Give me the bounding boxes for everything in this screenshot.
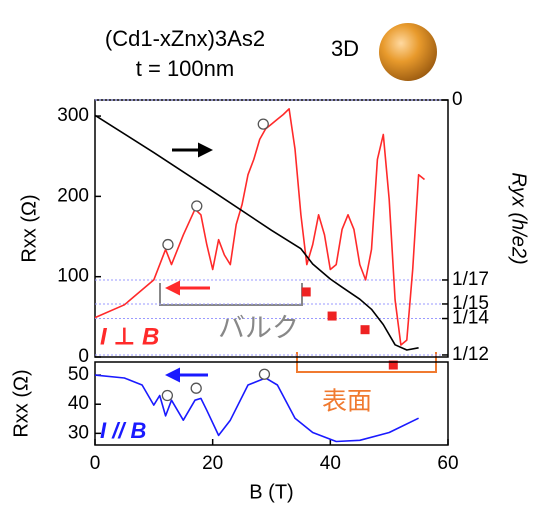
y-tick-label: 30: [68, 422, 89, 443]
y-axis-label: Rxx (Ω): [10, 369, 32, 437]
y2-tick-label: 1/12: [452, 344, 489, 365]
data-line: [94, 114, 419, 351]
y2-tick-label: 1/17: [452, 269, 489, 290]
title: (Cd1-xZnx)3As2: [105, 26, 265, 51]
marker-square: [301, 287, 311, 297]
bracket: [159, 283, 303, 306]
marker-circle: [162, 238, 174, 251]
y2-tick-label: 0: [452, 89, 463, 110]
annotation: I // B: [100, 418, 147, 443]
subtitle: t = 100nm: [136, 56, 234, 81]
x-tick-label: 40: [320, 453, 341, 474]
marker-square: [360, 325, 370, 335]
dimension-label: 3D: [331, 36, 359, 61]
data-line: [94, 374, 419, 443]
annotation: I ⊥ B: [100, 323, 159, 350]
x-tick-label: 0: [90, 453, 101, 474]
marker-circle: [191, 200, 203, 212]
y-axis-label: Rxx (Ω): [18, 194, 40, 262]
annotation: 表面: [322, 388, 372, 416]
x-axis-label: B (T): [249, 481, 293, 503]
y-tick-label: 40: [68, 393, 89, 414]
x-tick-label: 60: [437, 453, 458, 474]
data-line: [94, 108, 426, 346]
marker-circle: [190, 382, 202, 394]
y-tick-label: 100: [57, 266, 89, 287]
plot-frame: [94, 361, 449, 446]
marker-square: [388, 360, 398, 370]
annotation: バルク: [218, 313, 299, 343]
y-tick-label: 200: [57, 185, 89, 206]
y-tick-label: 300: [57, 105, 89, 126]
marker-circle: [161, 389, 174, 402]
y2-tick-label: 1/14: [452, 308, 489, 329]
sphere-icon: [379, 23, 437, 81]
x-tick-label: 20: [202, 453, 223, 474]
marker-circle: [258, 368, 271, 380]
y2-axis-label: Ryx (h/e2): [508, 172, 530, 264]
marker-square: [327, 311, 337, 321]
marker-circle: [257, 118, 269, 130]
y-tick-label: 50: [68, 364, 89, 385]
y-tick-label: 0: [78, 346, 89, 367]
y2-tick-label: 1/15: [452, 293, 489, 314]
